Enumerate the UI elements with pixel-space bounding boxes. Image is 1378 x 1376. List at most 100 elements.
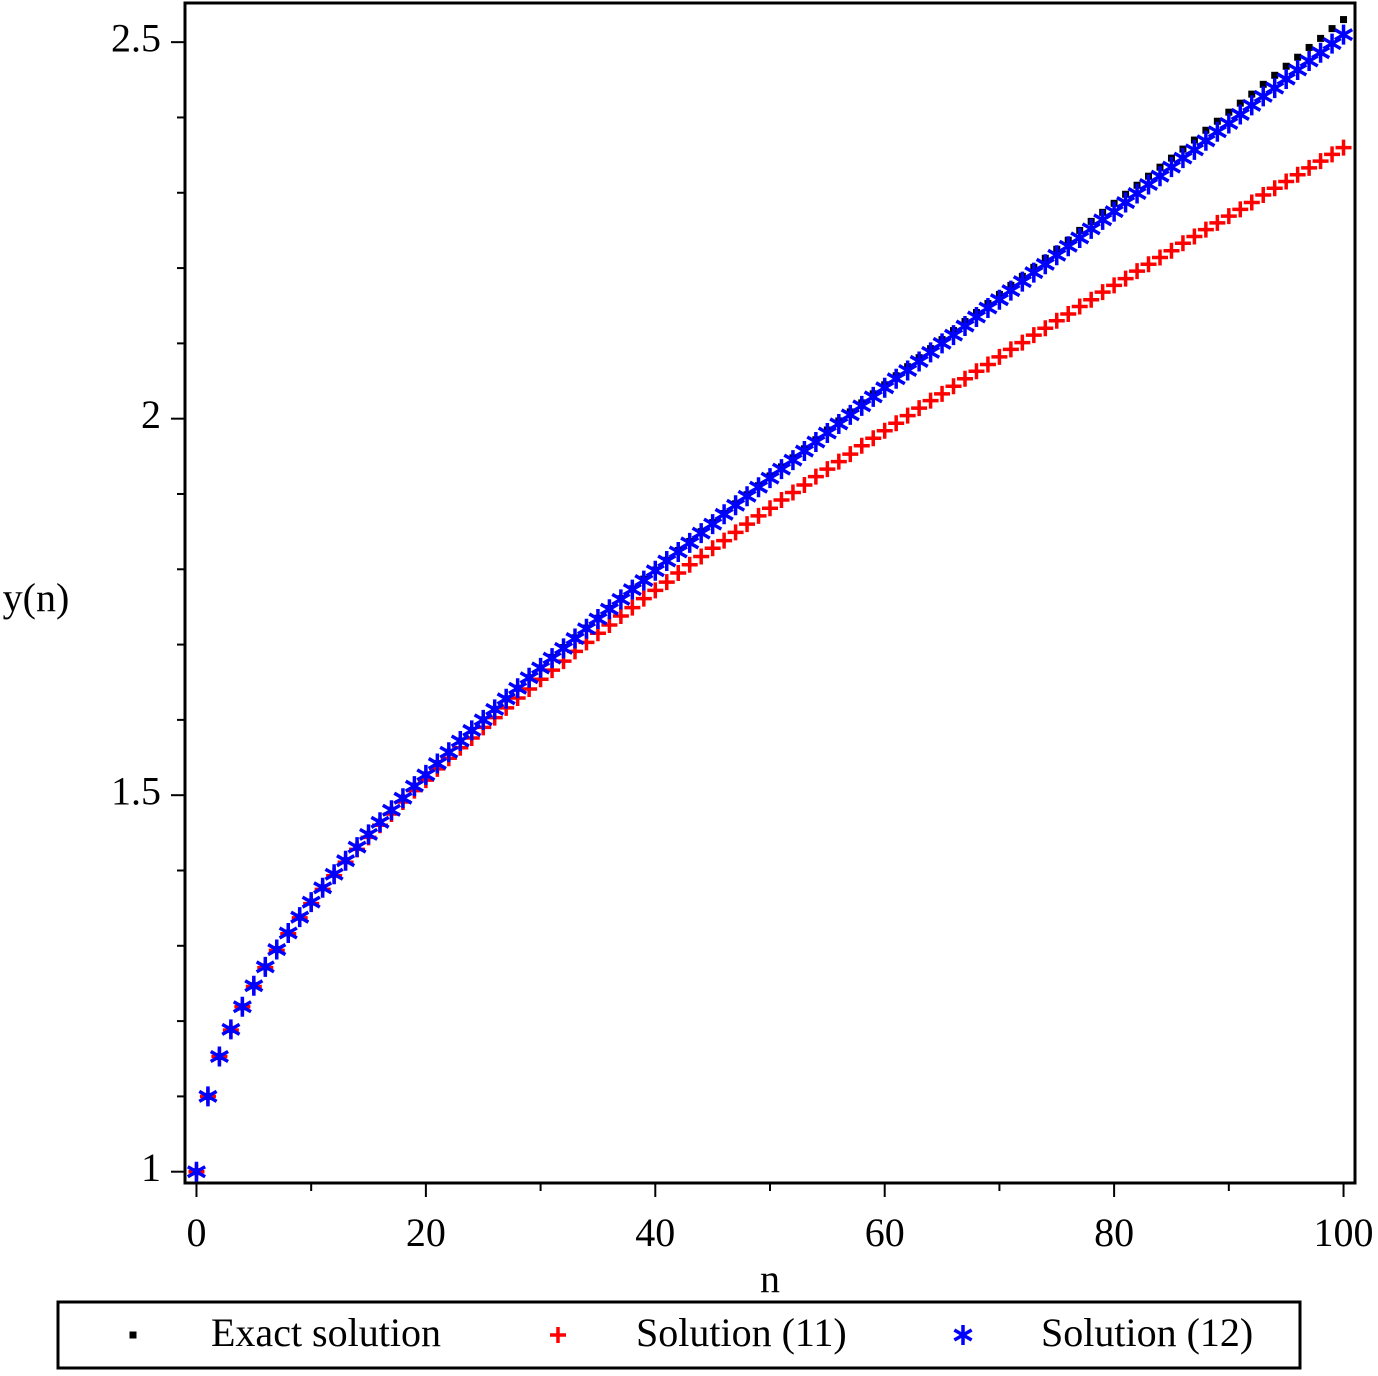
point	[1083, 291, 1100, 308]
point	[1301, 159, 1318, 176]
point	[1196, 130, 1216, 151]
point	[381, 800, 402, 821]
point	[221, 1019, 241, 1040]
point	[1259, 80, 1267, 88]
point	[255, 956, 275, 977]
point	[1305, 43, 1313, 51]
point	[427, 753, 447, 774]
point	[863, 386, 883, 407]
point	[1127, 183, 1147, 204]
point	[1340, 16, 1348, 24]
point	[853, 437, 870, 454]
point	[737, 486, 757, 507]
y-tick-label: 1.5	[111, 768, 161, 813]
point	[1243, 194, 1260, 211]
point	[727, 524, 744, 541]
point	[1048, 312, 1065, 329]
point	[750, 507, 767, 524]
point	[945, 378, 962, 395]
point	[1140, 256, 1157, 273]
point	[1002, 341, 1019, 358]
point	[313, 877, 333, 898]
point	[943, 325, 964, 346]
point	[1276, 69, 1296, 90]
point	[1317, 34, 1325, 42]
point	[622, 579, 642, 600]
point	[496, 688, 516, 709]
point	[553, 638, 574, 659]
point	[612, 607, 629, 624]
point	[462, 720, 482, 741]
point	[1104, 201, 1124, 222]
y-axis-label: y(n)	[3, 575, 70, 620]
x-tick-label: 80	[1094, 1210, 1134, 1255]
point	[1060, 306, 1077, 323]
point	[830, 453, 847, 470]
y-tick-label: 1	[141, 1145, 161, 1190]
point	[957, 370, 973, 387]
point	[991, 348, 1008, 365]
legend-marker	[550, 1327, 566, 1343]
point	[1248, 90, 1256, 98]
point	[198, 1086, 218, 1107]
x-tick-label: 60	[865, 1210, 905, 1255]
point	[1333, 24, 1354, 45]
point	[1152, 249, 1168, 266]
point	[1328, 25, 1336, 33]
point	[1282, 62, 1290, 70]
point	[1184, 139, 1204, 160]
point	[966, 307, 987, 328]
point	[934, 385, 951, 402]
point	[1242, 95, 1262, 116]
point	[875, 377, 895, 398]
point	[955, 316, 975, 337]
point	[531, 657, 551, 678]
point	[301, 892, 321, 913]
point	[899, 407, 916, 424]
point	[278, 922, 298, 943]
point	[336, 850, 356, 871]
point	[290, 907, 310, 928]
point	[393, 788, 413, 809]
point	[680, 532, 700, 553]
point	[898, 360, 918, 381]
point	[1311, 42, 1331, 63]
x-axis-label: n	[760, 1256, 780, 1301]
point	[807, 468, 824, 485]
point	[865, 430, 882, 447]
point	[922, 392, 939, 409]
point	[358, 824, 379, 845]
point	[716, 532, 733, 549]
point	[1312, 153, 1329, 170]
point	[1288, 60, 1308, 81]
point	[186, 1161, 207, 1182]
point	[693, 548, 710, 565]
point	[347, 837, 367, 858]
x-tick-label: 100	[1314, 1210, 1374, 1255]
point	[1219, 113, 1239, 134]
point	[1014, 334, 1031, 351]
point	[647, 582, 664, 599]
point	[1012, 271, 1032, 292]
point	[1071, 298, 1088, 315]
point	[450, 730, 470, 751]
point	[819, 461, 836, 478]
point	[909, 351, 929, 372]
point	[1294, 53, 1302, 61]
point	[1232, 201, 1249, 218]
point	[989, 289, 1009, 310]
point	[1213, 117, 1221, 125]
point	[1094, 284, 1111, 301]
point	[1220, 208, 1237, 225]
point	[588, 608, 608, 629]
point	[209, 1046, 229, 1067]
point	[829, 413, 849, 434]
point	[1197, 221, 1214, 238]
point	[852, 395, 872, 416]
point	[244, 975, 264, 996]
point	[1081, 218, 1101, 239]
point	[565, 628, 585, 649]
point	[681, 556, 698, 573]
point	[840, 404, 860, 425]
